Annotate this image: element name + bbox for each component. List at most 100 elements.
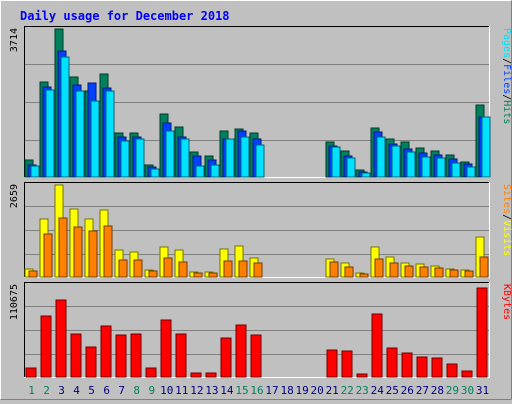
visits-sites-bar-sites-22 xyxy=(344,266,354,278)
visits-sites-bar-sites-23 xyxy=(359,273,369,278)
x-tick-label-31: 31 xyxy=(476,384,489,397)
visits-sites-legend-item-0: Sites xyxy=(501,184,512,214)
visits-sites-bar-sites-7 xyxy=(118,259,128,278)
x-tick-label-25: 25 xyxy=(386,384,399,397)
visits-sites-bar-sites-27 xyxy=(419,266,429,278)
x-tick-label-2: 2 xyxy=(43,384,50,397)
visits-sites-bar-sites-29 xyxy=(449,269,459,278)
visits-sites-bar-sites-25 xyxy=(389,262,399,278)
kbytes-bar-kbytes-1 xyxy=(25,367,37,378)
hits-files-pages-bar-pages-13 xyxy=(210,164,220,178)
visits-sites-ytick-max-label: 2659 xyxy=(9,184,20,208)
hits-files-pages-bar-pages-14 xyxy=(225,138,235,178)
visits-sites-bar-sites-6 xyxy=(103,225,113,278)
x-tick-label-13: 13 xyxy=(205,384,218,397)
x-tick-label-6: 6 xyxy=(103,384,110,397)
hits-files-pages-bar-pages-1 xyxy=(30,165,40,178)
visits-sites-bar-sites-9 xyxy=(148,270,158,278)
visits-sites-bar-sites-8 xyxy=(133,259,143,278)
x-tick-label-21: 21 xyxy=(326,384,339,397)
hits-files-pages-legend: Pages/Files/Hits xyxy=(501,28,512,124)
visits-sites-bar-sites-2 xyxy=(43,233,53,278)
kbytes-bar-kbytes-26 xyxy=(401,352,413,378)
visits-sites-bar-sites-10 xyxy=(163,257,173,278)
hits-files-pages-bar-pages-23 xyxy=(361,172,371,178)
hits-files-pages-bar-pages-25 xyxy=(391,145,401,178)
x-tick-label-16: 16 xyxy=(250,384,263,397)
hits-files-pages-bar-pages-6 xyxy=(105,90,115,178)
x-tick-label-14: 14 xyxy=(220,384,234,397)
kbytes-bar-kbytes-24 xyxy=(371,313,383,378)
hits-files-pages-bar-pages-5 xyxy=(90,100,100,178)
kbytes-bar-kbytes-3 xyxy=(55,299,67,378)
hits-files-pages-panel: 3714 Pages/Files/Hits xyxy=(9,26,512,178)
visits-sites-bar-sites-30 xyxy=(464,270,474,278)
visits-sites-panel: 2659 Sites/Visits xyxy=(9,182,512,278)
visits-sites-bar-sites-11 xyxy=(178,261,188,278)
kbytes-bar-kbytes-4 xyxy=(70,333,82,378)
hits-files-pages-bar-pages-27 xyxy=(421,156,431,178)
hits-files-pages-bar-pages-21 xyxy=(331,146,341,178)
hits-files-pages-bar-pages-15 xyxy=(240,136,250,178)
kbytes-bar-kbytes-25 xyxy=(386,347,398,378)
x-tick-label-5: 5 xyxy=(88,384,95,397)
kbytes-bar-kbytes-12 xyxy=(190,372,202,378)
x-tick-label-17: 17 xyxy=(265,384,278,397)
kbytes-bar-kbytes-14 xyxy=(220,337,232,378)
x-tick-label-9: 9 xyxy=(148,384,155,397)
hits-files-pages-legend-item-2: Files xyxy=(501,64,512,94)
kbytes-bar-kbytes-23 xyxy=(356,373,368,378)
hits-files-pages-bar-pages-30 xyxy=(466,166,476,178)
kbytes-bar-kbytes-30 xyxy=(461,370,473,378)
x-tick-label-3: 3 xyxy=(58,384,65,397)
hits-files-pages-legend-item-3: / xyxy=(501,94,512,100)
hits-files-pages-ytick-max-label: 3714 xyxy=(9,28,20,52)
hits-files-pages-bar-pages-10 xyxy=(165,130,175,178)
visits-sites-bar-sites-28 xyxy=(434,267,444,278)
x-tick-label-8: 8 xyxy=(133,384,140,397)
visits-sites-legend-item-2: Visits xyxy=(501,220,512,256)
x-tick-label-12: 12 xyxy=(190,384,203,397)
x-tick-label-11: 11 xyxy=(175,384,188,397)
x-tick-label-24: 24 xyxy=(371,384,385,397)
visits-sites-bar-sites-5 xyxy=(88,230,98,278)
hits-files-pages-bar-pages-8 xyxy=(135,138,145,178)
x-tick-label-1: 1 xyxy=(28,384,35,397)
visits-sites-bar-sites-31 xyxy=(479,256,489,278)
x-tick-label-10: 10 xyxy=(160,384,173,397)
x-tick-label-4: 4 xyxy=(73,384,80,397)
kbytes-legend-item-0: KBytes xyxy=(501,284,512,320)
visits-sites-bar-sites-13 xyxy=(208,272,218,278)
x-axis-tick-labels: 1 2 3 4 5 6 7 8 9 10 11 12 13 14 15 16 17 18 19 20 21 22 23 24 2… xyxy=(28,384,489,397)
hits-files-pages-bar-pages-2 xyxy=(45,89,55,178)
kbytes-ytick-max-label: 110675 xyxy=(9,284,20,320)
hits-files-pages-bar-pages-9 xyxy=(150,168,160,178)
hits-files-pages-bar-pages-26 xyxy=(406,151,416,178)
kbytes-legend: KBytes xyxy=(501,284,512,320)
x-tick-label-23: 23 xyxy=(356,384,369,397)
x-tick-label-26: 26 xyxy=(401,384,414,397)
x-tick-label-29: 29 xyxy=(446,384,459,397)
kbytes-bar-kbytes-10 xyxy=(160,319,172,378)
kbytes-bar-kbytes-9 xyxy=(145,367,157,378)
kbytes-bar-kbytes-5 xyxy=(85,346,97,378)
x-tick-label-28: 28 xyxy=(431,384,444,397)
hits-files-pages-bar-pages-7 xyxy=(120,140,130,178)
visits-sites-bar-sites-16 xyxy=(253,262,263,278)
visits-sites-legend: Sites/Visits xyxy=(501,184,512,256)
visits-sites-bar-sites-4 xyxy=(73,226,83,278)
x-tick-label-15: 15 xyxy=(235,384,248,397)
x-tick-label-18: 18 xyxy=(280,384,293,397)
kbytes-bar-kbytes-13 xyxy=(205,372,217,378)
visits-sites-legend-item-1: / xyxy=(501,214,512,220)
visits-sites-bar-sites-26 xyxy=(404,265,414,278)
kbytes-bar-kbytes-22 xyxy=(341,350,353,378)
kbytes-bar-kbytes-8 xyxy=(130,333,142,378)
hits-files-pages-bar-pages-11 xyxy=(180,138,190,178)
visits-sites-bar-sites-1 xyxy=(28,270,38,278)
x-tick-label-7: 7 xyxy=(118,384,125,397)
visits-sites-bar-sites-3 xyxy=(58,217,68,278)
